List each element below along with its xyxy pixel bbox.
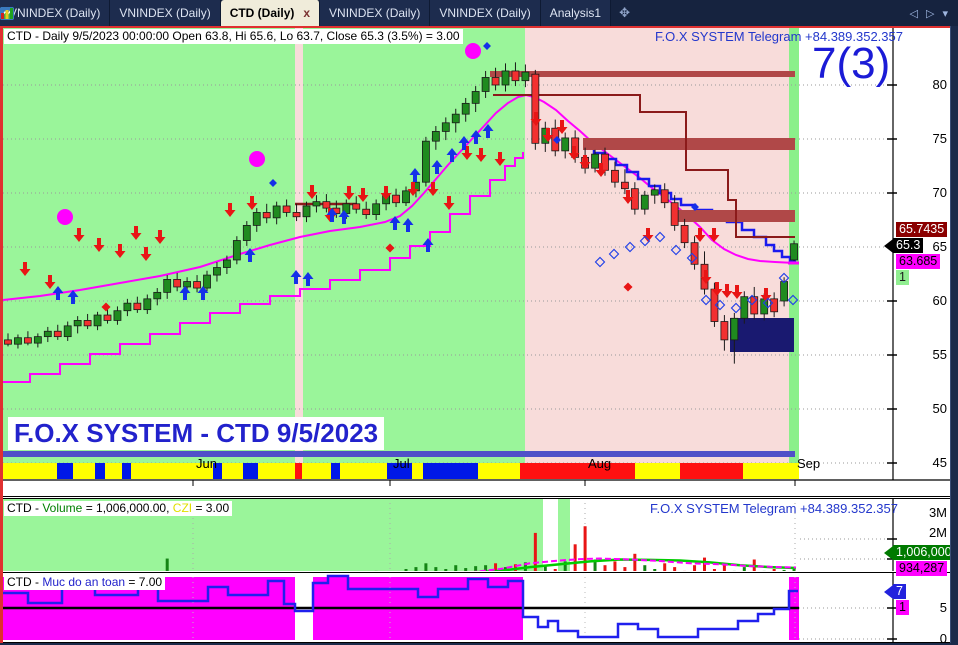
tab-0[interactable]: VNINDEX (Daily) [0,0,111,26]
volume-tag: 1,006,000 [884,545,955,560]
volume-pane-title: CTD - Volume = 1,006,000.00, CZI = 3.00 [4,501,233,516]
y-axis-tick-label: 45 [932,455,947,470]
tab-label: VNINDEX (Daily) [119,6,211,20]
price-pane-title: CTD - Daily 9/5/2023 00:00:00 Open 63.8,… [4,29,463,44]
price-pane-chart[interactable] [0,26,958,497]
tag-arrow [884,584,893,599]
tag-arrow [884,545,893,560]
price-tag: 65.7435 [896,222,948,237]
title-part: CZI [172,501,193,515]
tab-nav-right-icon[interactable]: ▷ [926,7,935,20]
signal-count-label: 7(3) [812,39,891,88]
watermark-telegram-2: F.O.X SYSTEM Telegram +84.389.352.357 [650,501,898,516]
y-axis-tick-label: 65 [932,239,947,254]
tab-bar: VNINDEX (Daily) VNINDEX (Daily) CTD (Daily… [0,0,958,26]
window-top-border [0,26,958,28]
safety-tag: 1 [896,600,909,615]
tab-nav-buttons: ◁ ▷ ▾ [910,0,948,26]
volume-axis-label: 3M [928,505,947,520]
watermark-telegram-1: F.O.X SYSTEM Telegram +84.389.352.357 [655,29,903,44]
tab-5[interactable]: Analysis1 [1,0,612,26]
chart-window: CTD - Daily 9/5/2023 00:00:00 Open 63.8,… [0,26,958,645]
tab-label: Analysis1 [549,6,602,20]
window-left-border [0,26,3,643]
tab-label: VNINDEX (Daily) [9,6,101,20]
price-tag: 65.3 [884,238,924,253]
tab-4[interactable]: VNINDEX (Daily) [0,0,541,26]
title-part: Muc do an toan [42,575,126,589]
tab-label: CTD (Daily) [229,6,295,20]
tab-label: VNINDEX (Daily) [439,6,531,20]
tab-label: VNINDEX (Daily) [329,6,421,20]
tab-active-2[interactable]: CTD (Daily) x [0,0,321,26]
x-axis-month-label: Aug [588,456,612,471]
x-axis-month-label: Jun [196,456,217,471]
title-part: = 1,006,000.00, [82,501,173,515]
y-axis-tick-label: 70 [932,185,947,200]
y-axis-tick-label: 80 [932,77,947,92]
title-part: Volume [42,501,83,515]
safety-axis-label: 5 [939,600,947,615]
safety-tag: 7 [884,584,906,599]
safety-pane-title: CTD - Muc do an toan = 7.00 [4,575,166,590]
volume-tag: 934,287 [896,561,948,576]
price-tag: 1 [896,270,909,285]
x-axis-month-label: Sep [797,456,821,471]
y-axis-tick-label: 75 [932,131,947,146]
title-part: CTD - [7,501,43,515]
y-axis-tick-label: 50 [932,401,947,416]
window-right-scroll-strip[interactable] [950,26,958,645]
safety-pane-chart[interactable] [0,572,958,643]
fox-system-label: F.O.X SYSTEM - CTD 9/5/2023 [8,417,385,450]
title-part: = 3.00 [192,501,230,515]
tab-nav-menu-icon[interactable]: ▾ [942,7,948,20]
tab-close-icon[interactable]: x [303,6,311,20]
x-axis-month-label: Jul [393,456,410,471]
y-axis-tick-label: 55 [932,347,947,362]
price-tag: 63.685 [896,254,941,269]
tab-1[interactable]: VNINDEX (Daily) [0,0,221,26]
analysis-icon [1,7,13,19]
volume-axis-label: 2M [928,525,947,540]
title-part: = 7.00 [125,575,163,589]
y-axis-tick-label: 60 [932,293,947,308]
tag-arrow [884,238,893,253]
safety-axis-label: 0 [939,631,947,645]
window-bottom-border [0,643,958,645]
tab-nav-left-icon[interactable]: ◁ [909,7,918,20]
pan-tool-icon[interactable]: ✥ [619,5,630,20]
title-part: CTD - [7,575,43,589]
tab-3[interactable]: VNINDEX (Daily) [0,0,431,26]
